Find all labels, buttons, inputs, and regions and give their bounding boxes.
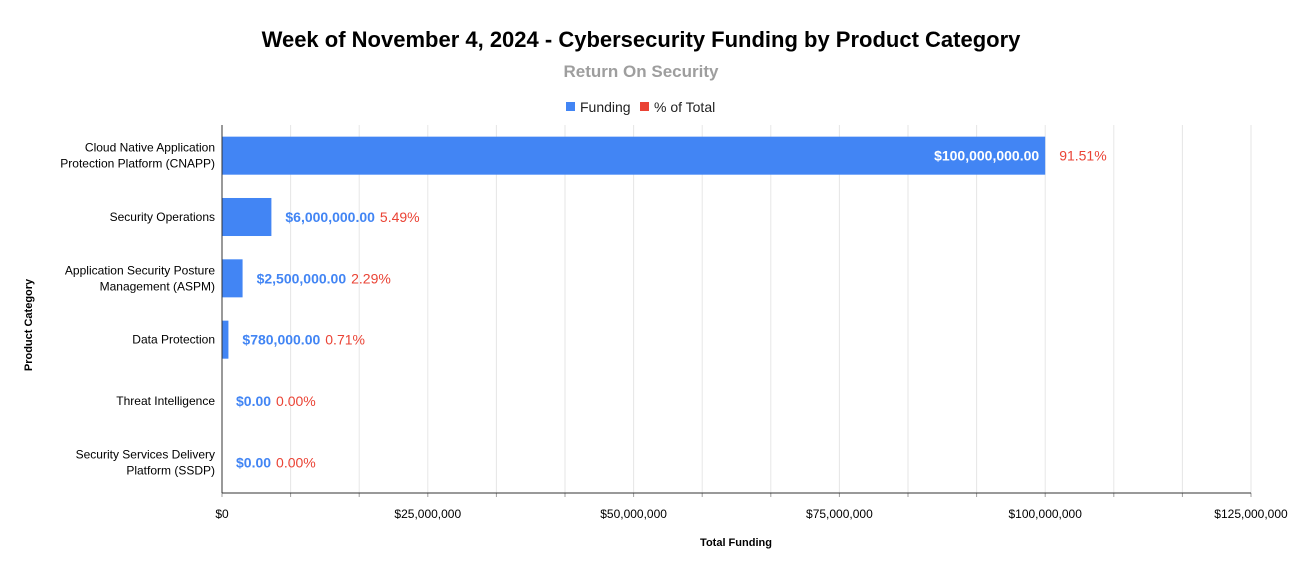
- category-label: Threat Intelligence: [116, 394, 215, 408]
- x-tick-label: $125,000,000: [1214, 507, 1288, 521]
- funding-value-label: $0.00: [236, 454, 271, 470]
- funding-bar: [222, 136, 1046, 175]
- category-label-line: Management (ASPM): [100, 279, 215, 293]
- percent-value-label: 5.49%: [380, 209, 420, 225]
- x-tick-label: $50,000,000: [600, 507, 667, 521]
- category-label-line: Protection Platform (CNAPP): [60, 157, 215, 171]
- y-axis-title: Product Category: [23, 278, 35, 371]
- category-label: Security Services Delivery Platform (SSDP…: [76, 447, 215, 477]
- category-label-line: Application Security Posture: [65, 263, 215, 277]
- category-label: Application Security Posture Management (…: [65, 263, 215, 293]
- percent-value-label: 91.51%: [1059, 148, 1106, 164]
- category-label-line: Data Protection: [132, 333, 215, 347]
- x-tick-label: $0: [215, 507, 229, 521]
- category-label-line: Security Operations: [110, 210, 215, 224]
- bars: [222, 136, 1046, 359]
- legend-swatch-funding: [566, 102, 575, 111]
- category-label: Cloud Native Application Protection Platf…: [60, 141, 215, 171]
- category-label-line: Threat Intelligence: [116, 394, 215, 408]
- legend-swatch-percent: [640, 102, 649, 111]
- chart-title: Week of November 4, 2024 - Cybersecurity…: [262, 27, 1022, 52]
- percent-value-label: 0.71%: [325, 332, 365, 348]
- gridlines: [221, 125, 1252, 493]
- legend-label-funding: Funding: [580, 99, 631, 115]
- data-labels: $100,000,000.00 91.51% $6,000,000.00 5.49% $…: [236, 148, 1107, 471]
- x-tick-label: $75,000,000: [806, 507, 873, 521]
- percent-value-label: 0.00%: [276, 393, 316, 409]
- chart-subtitle: Return On Security: [564, 62, 719, 81]
- percent-value-label: 2.29%: [351, 270, 391, 286]
- category-label: Security Operations: [110, 210, 215, 224]
- legend: Funding % of Total: [566, 99, 715, 115]
- funding-bar: [222, 259, 243, 298]
- funding-value-label: $780,000.00: [242, 332, 320, 348]
- funding-value-label: $0.00: [236, 393, 271, 409]
- axes: $0 $25,000,000 $50,000,000 $75,000,000 $100,…: [60, 125, 1288, 521]
- funding-value-label: $100,000,000.00: [934, 148, 1039, 164]
- category-label-line: Cloud Native Application: [85, 141, 215, 155]
- x-tick-label: $25,000,000: [394, 507, 461, 521]
- category-label: Data Protection: [132, 333, 215, 347]
- percent-value-label: 0.00%: [276, 454, 316, 470]
- funding-bar: [222, 320, 229, 359]
- funding-value-label: $6,000,000.00: [285, 209, 375, 225]
- category-label-line: Platform (SSDP): [126, 463, 215, 477]
- x-axis-title: Total Funding: [700, 537, 772, 549]
- funding-bar: [222, 197, 272, 237]
- category-label-line: Security Services Delivery: [76, 447, 215, 461]
- x-tick-label: $100,000,000: [1008, 507, 1082, 521]
- funding-value-label: $2,500,000.00: [257, 270, 347, 286]
- legend-label-percent: % of Total: [654, 99, 715, 115]
